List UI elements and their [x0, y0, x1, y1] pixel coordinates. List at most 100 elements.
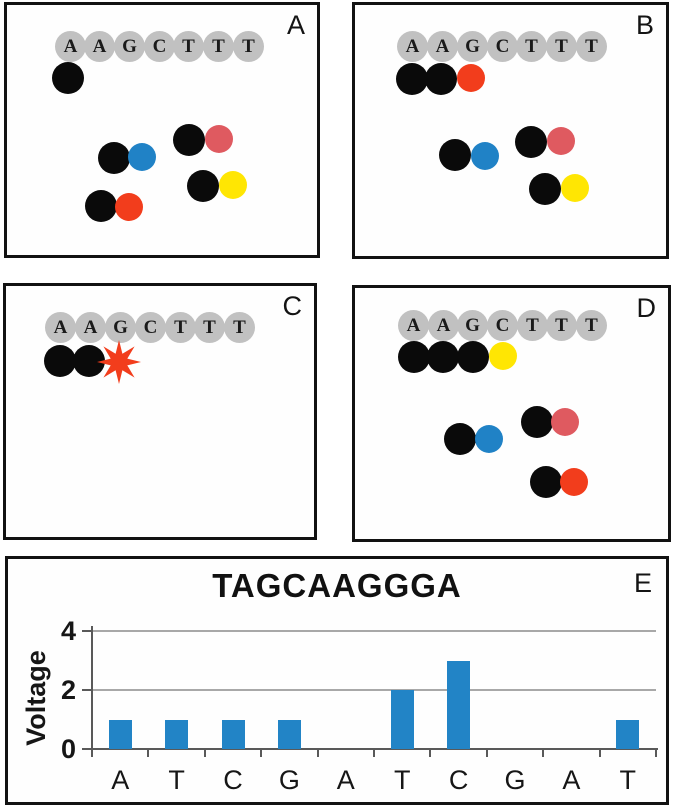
black-nucleotide-circle — [444, 423, 476, 455]
x-axis-category-label: A — [562, 765, 581, 795]
black-nucleotide-circle — [515, 126, 547, 158]
rose-nucleotide-circle — [205, 125, 233, 153]
template-base-circle: G — [457, 310, 488, 341]
template-base-circle: G — [105, 312, 136, 343]
x-axis-tick — [260, 749, 263, 757]
black-nucleotide-circle — [85, 190, 117, 222]
x-axis-category-label: T — [168, 765, 185, 795]
template-base-circle: C — [487, 31, 518, 62]
y-axis-tick-label: 2 — [60, 675, 76, 705]
template-base-circle: A — [427, 31, 458, 62]
blue-nucleotide-circle — [471, 142, 499, 170]
x-axis-category-label: T — [393, 765, 411, 795]
plot-area: 0 2 4 A T C G A T C G A T — [8, 559, 666, 802]
y-axis-tick-label: 4 — [60, 616, 76, 646]
panel-a-content: A A A G C T T T — [7, 5, 317, 255]
x-axis-tick — [542, 749, 545, 757]
template-base-circle: T — [576, 310, 607, 341]
template-base-circle: T — [203, 31, 234, 62]
x-axis-category-label: G — [278, 765, 300, 795]
x-axis-category-label: A — [111, 765, 130, 795]
y-axis-tick — [82, 748, 92, 750]
y-axis-line — [91, 626, 93, 756]
template-base-circle: C — [135, 312, 166, 343]
black-nucleotide-circle — [427, 341, 459, 373]
bar-T-1 — [165, 719, 189, 749]
black-nucleotide-circle — [425, 63, 457, 95]
template-base-circle: A — [45, 312, 76, 343]
black-nucleotide-circle — [457, 341, 489, 373]
black-nucleotide-circle — [439, 139, 471, 171]
template-base-circle: C — [144, 31, 175, 62]
panel-d: D A A G C T T T — [352, 285, 671, 542]
template-base-circle: T — [224, 312, 255, 343]
template-base-circle: T — [165, 312, 196, 343]
bar-G-3 — [277, 719, 301, 749]
template-base-circle: G — [457, 31, 488, 62]
panel-d-content: D A A G C T T T — [355, 288, 668, 539]
template-base-circle: A — [428, 310, 459, 341]
bar-T-5 — [390, 690, 414, 749]
template-base-circle: T — [516, 31, 547, 62]
x-axis-tick — [429, 749, 432, 757]
panel-a: A A A G C T T T — [4, 2, 320, 258]
y-axis-tick — [82, 630, 92, 632]
x-axis-tick — [147, 749, 150, 757]
panel-label-b: B — [635, 10, 654, 40]
x-axis-tick — [655, 749, 657, 757]
blue-nucleotide-circle — [128, 143, 156, 171]
x-axis-tick — [91, 749, 93, 757]
rose-nucleotide-circle — [551, 408, 579, 436]
panel-c: C A A G C T T T — [3, 283, 317, 540]
panel-label-e: E — [633, 568, 652, 598]
black-nucleotide-circle — [98, 142, 130, 174]
incorporation-flash-star-icon — [97, 340, 141, 384]
yellow-nucleotide-circle — [561, 174, 589, 202]
template-base-circle: G — [114, 31, 145, 62]
orange-nucleotide-circle — [457, 64, 485, 92]
bar-C-2 — [221, 719, 245, 749]
black-nucleotide-circle — [73, 345, 105, 377]
black-nucleotide-circle — [530, 466, 562, 498]
x-axis-category-label: T — [619, 765, 637, 795]
template-base-circle: T — [576, 31, 607, 62]
template-base-circle: A — [397, 31, 428, 62]
black-nucleotide-circle — [521, 406, 553, 438]
x-axis-tick — [485, 749, 488, 757]
template-base-circle: T — [517, 310, 548, 341]
black-nucleotide-circle — [529, 173, 561, 205]
panel-label-d: D — [636, 293, 657, 323]
black-nucleotide-circle — [396, 63, 428, 95]
template-base-circle: A — [75, 312, 106, 343]
x-axis-tick — [203, 749, 206, 757]
rose-nucleotide-circle — [547, 127, 575, 155]
template-base-circle: T — [173, 31, 204, 62]
template-base-circle: A — [55, 31, 86, 62]
panel-c-content: C A A G C T T T — [6, 286, 314, 537]
yellow-nucleotide-circle — [219, 171, 247, 199]
gridline-4 — [92, 630, 656, 632]
template-base-circle: T — [546, 31, 577, 62]
yellow-nucleotide-circle — [489, 342, 517, 370]
bar-T-9 — [616, 719, 640, 749]
panel-b: B A A G C T T T — [352, 2, 669, 259]
orange-nucleotide-circle — [560, 468, 588, 496]
bar-C-6 — [447, 660, 471, 749]
x-axis-tick — [598, 749, 601, 757]
panel-b-content: B A A G C T T T — [355, 5, 666, 256]
template-base-circle: A — [84, 31, 115, 62]
black-nucleotide-circle — [398, 341, 430, 373]
y-axis-tick — [82, 689, 92, 691]
panel-label-a: A — [286, 10, 305, 40]
black-nucleotide-circle — [44, 345, 76, 377]
y-axis-tick-label: 0 — [60, 734, 76, 764]
chart-title: TAGCAAGGGA — [212, 567, 462, 604]
template-base-circle: C — [487, 310, 518, 341]
bar-A-0 — [108, 719, 132, 749]
black-nucleotide-circle — [187, 170, 219, 202]
template-base-circle: T — [546, 310, 577, 341]
x-axis-category-label: A — [336, 765, 355, 795]
template-base-circle: T — [194, 312, 225, 343]
